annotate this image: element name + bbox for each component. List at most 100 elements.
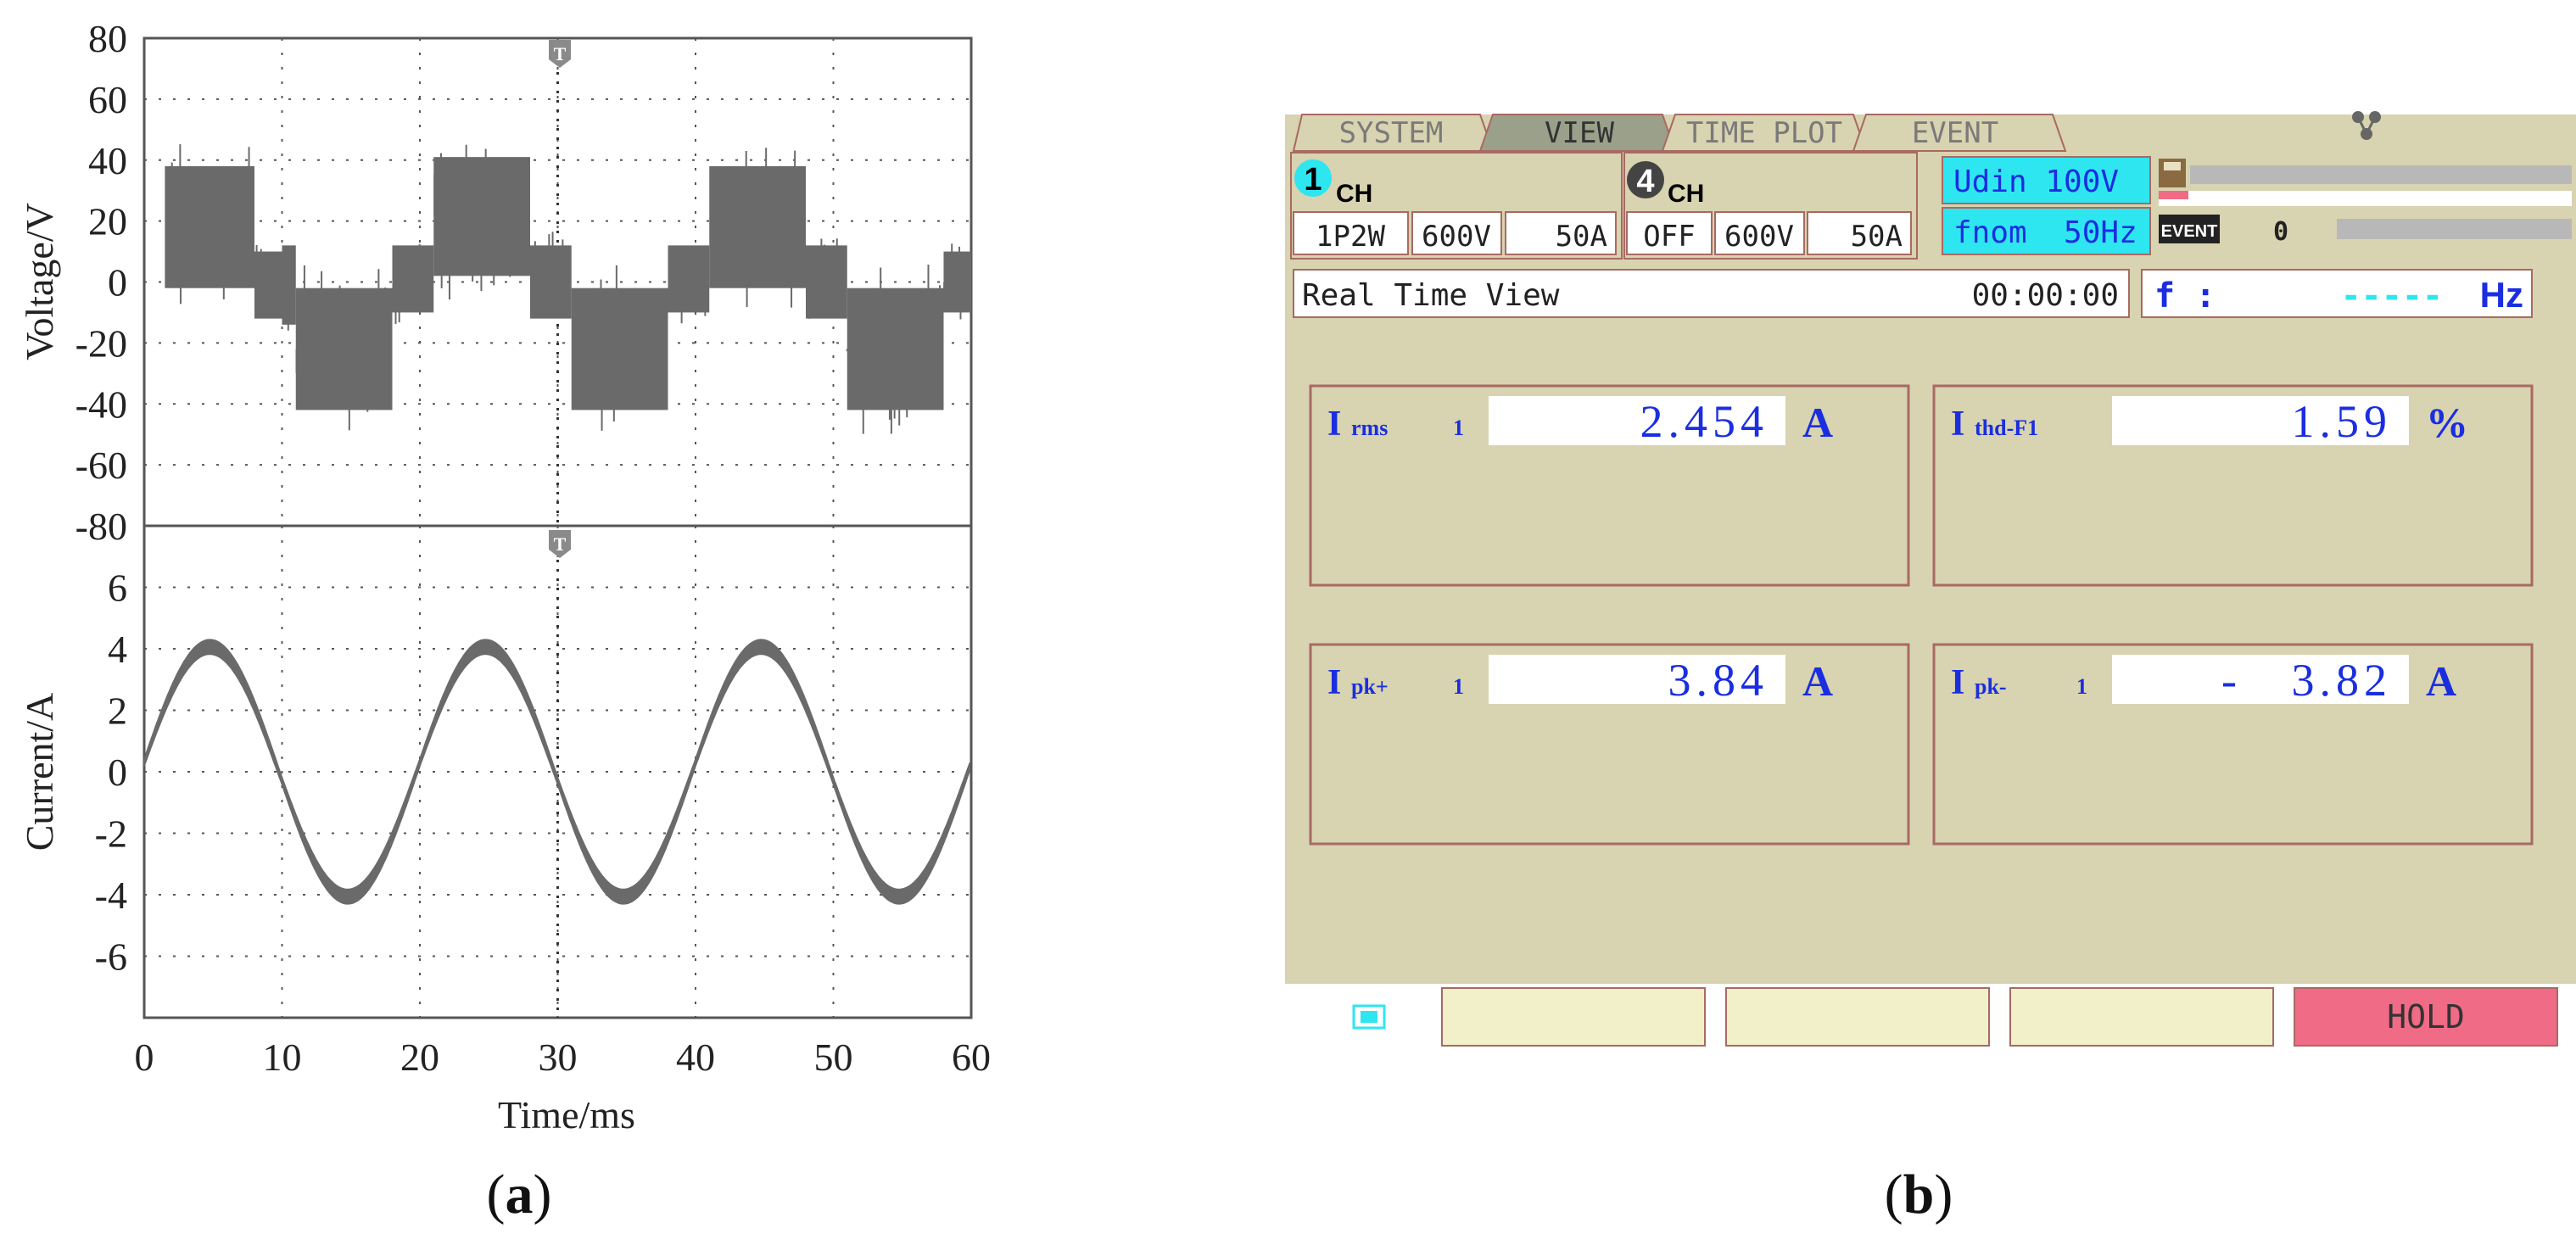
trigger-marker-voltage: T bbox=[549, 40, 571, 68]
reading-subscript: pk+ bbox=[1351, 674, 1389, 699]
hold-button-label: HOLD bbox=[2387, 998, 2465, 1036]
udin-value: Udin 100V bbox=[1953, 165, 2119, 199]
channel-4-current-range[interactable] bbox=[1807, 211, 1912, 255]
channel-1-label: CH bbox=[1336, 180, 1372, 208]
figure-label-b: (b) bbox=[1885, 1164, 1953, 1225]
tab-view[interactable] bbox=[1478, 114, 1677, 152]
tab-time-plot[interactable] bbox=[1661, 114, 1868, 152]
channel-1-badge bbox=[1294, 159, 1332, 197]
reading-value-field bbox=[1489, 655, 1785, 704]
view-title: Real Time View bbox=[1302, 278, 1560, 313]
voltage-axis-label: Voltage/V bbox=[18, 203, 61, 360]
frequency-value: ----- bbox=[2341, 276, 2443, 315]
voltage-y-tick-label: 60 bbox=[88, 78, 127, 121]
channel-4-group: 4 CH OFF 600V 50A bbox=[1623, 152, 1918, 260]
time-x-tick-label: 30 bbox=[539, 1036, 578, 1079]
current-grid bbox=[144, 526, 971, 1018]
voltage-y-tick-label: -80 bbox=[75, 505, 127, 548]
current-y-tick-label: -6 bbox=[95, 935, 127, 979]
reading-value-field bbox=[2112, 655, 2409, 704]
frequency-label: f : bbox=[2154, 276, 2216, 315]
channel-1-voltage-range-value: 600V bbox=[1422, 220, 1491, 254]
channel-1-current-range[interactable] bbox=[1505, 211, 1617, 255]
time-axis-label: Time/ms bbox=[498, 1093, 635, 1136]
time-x-tick-label: 10 bbox=[263, 1036, 302, 1079]
voltage-y-tick-label: 80 bbox=[88, 17, 127, 60]
current-waveform bbox=[143, 639, 971, 905]
current-y-tick-label: 0 bbox=[108, 751, 127, 794]
fnom-field[interactable] bbox=[1942, 207, 2151, 255]
storage-bar bbox=[2190, 165, 2572, 184]
reading-value: 1.59 bbox=[2292, 396, 2393, 447]
reading-subscript: rms bbox=[1351, 416, 1388, 440]
voltage-y-tick-label: 20 bbox=[88, 200, 127, 243]
reading-name: I bbox=[1951, 663, 1964, 702]
reading-name: I bbox=[1327, 663, 1341, 702]
channel-4-voltage-range-value: 600V bbox=[1724, 220, 1794, 254]
voltage-trace bbox=[165, 144, 971, 434]
tab-event-label: EVENT bbox=[1912, 116, 1998, 150]
frequency-unit: Hz bbox=[2480, 275, 2523, 315]
reading-value-field bbox=[1489, 396, 1785, 445]
tab-view-label: VIEW bbox=[1545, 116, 1614, 150]
current-axis-label: Current/A bbox=[18, 693, 61, 851]
power-analyzer-screen: SYSTEM VIEW TIME PLOT EVENT 1 CH 1P2W 60… bbox=[1285, 111, 2576, 1225]
trigger-marker-current: T bbox=[549, 530, 571, 558]
voltage-band bbox=[806, 245, 847, 319]
current-y-tick-labels: 6 4 2 0 -2 -4 -6 bbox=[95, 567, 127, 979]
reading-channel: 1 bbox=[1453, 674, 1464, 699]
reading-channel: 1 bbox=[2076, 674, 2087, 699]
time-x-tick-label: 20 bbox=[400, 1036, 439, 1079]
voltage-y-tick-label: -60 bbox=[75, 444, 127, 487]
tab-time-plot-label: TIME PLOT bbox=[1686, 116, 1842, 150]
current-y-tick-label: -4 bbox=[95, 874, 127, 917]
time-x-tick-label: 60 bbox=[952, 1036, 991, 1079]
tab-bar: SYSTEM VIEW TIME PLOT EVENT bbox=[1292, 114, 2067, 152]
time-x-tick-label: 50 bbox=[814, 1036, 853, 1079]
reading-unit: A bbox=[2426, 657, 2456, 705]
udin-field[interactable] bbox=[1942, 156, 2151, 204]
reading-value: - 3.82 bbox=[2221, 655, 2392, 706]
current-y-tick-label: 2 bbox=[108, 689, 127, 733]
voltage-grid bbox=[144, 38, 971, 526]
tab-system-label: SYSTEM bbox=[1339, 116, 1444, 150]
reading-subscript: pk- bbox=[1975, 674, 2007, 699]
current-trace bbox=[143, 639, 971, 905]
function-key-3[interactable] bbox=[2009, 987, 2274, 1047]
hold-button[interactable] bbox=[2294, 987, 2558, 1047]
figure-label-a: (a) bbox=[487, 1164, 552, 1225]
channel-4-voltage-range[interactable] bbox=[1714, 211, 1805, 255]
event-bar bbox=[2337, 219, 2572, 239]
battery-icon bbox=[1352, 1004, 1386, 1030]
reading-name: I bbox=[1951, 405, 1964, 444]
tab-system[interactable] bbox=[1292, 114, 1495, 152]
channel-1-wiring[interactable] bbox=[1293, 211, 1409, 255]
channel-1-group: 1 CH 1P2W 600V 50A bbox=[1290, 152, 1623, 260]
reading-subscript: thd-F1 bbox=[1975, 416, 2038, 440]
channel-1-current-range-value: 50A bbox=[1556, 220, 1607, 254]
channel-4-number: 4 bbox=[1636, 164, 1654, 199]
time-x-tick-label: 40 bbox=[676, 1036, 715, 1079]
channel-1-voltage-range[interactable] bbox=[1411, 211, 1502, 255]
channel-4-label: CH bbox=[1668, 180, 1704, 208]
voltage-band bbox=[709, 165, 806, 288]
function-key-bar: HOLD bbox=[1352, 987, 2558, 1047]
function-key-2[interactable] bbox=[1725, 987, 1990, 1047]
reading-value: 2.454 bbox=[1640, 396, 1769, 447]
time-x-tick-label: 0 bbox=[135, 1036, 154, 1079]
channel-4-wiring[interactable] bbox=[1626, 211, 1713, 255]
channel-1-wiring-value: 1P2W bbox=[1316, 220, 1385, 254]
function-key-1[interactable] bbox=[1441, 987, 1706, 1047]
tab-event[interactable] bbox=[1852, 114, 2067, 152]
channel-4-wiring-value: OFF bbox=[1643, 220, 1695, 254]
time-x-tick-labels: 0 10 20 30 40 50 60 bbox=[135, 1036, 992, 1079]
event-badge-label: EVENT bbox=[2161, 222, 2218, 241]
event-badge bbox=[2159, 215, 2220, 243]
reading-unit: % bbox=[2426, 399, 2468, 446]
